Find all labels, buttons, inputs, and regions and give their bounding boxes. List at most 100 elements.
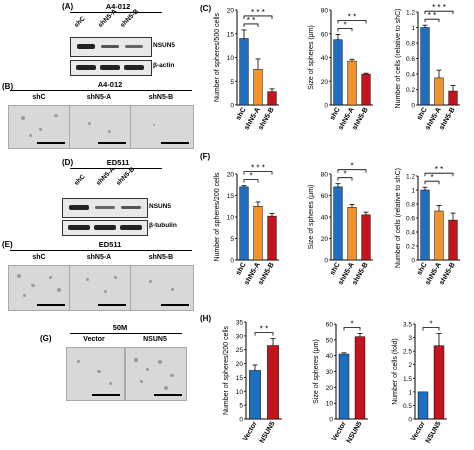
panel-a-cell-line: A4-012 bbox=[105, 2, 131, 11]
panel-d-underline bbox=[70, 168, 162, 169]
y-tick-label: 20 bbox=[227, 172, 235, 179]
panel-c-label: (C) bbox=[200, 4, 212, 13]
panel-e-cond-3: shN5-B bbox=[148, 254, 174, 261]
y-tick-label: 35 bbox=[236, 320, 244, 327]
y-tick-label: 0.2 bbox=[406, 87, 415, 94]
panel-d-blot-nsun5 bbox=[62, 198, 148, 218]
y-tick-label: 1.5 bbox=[403, 376, 412, 383]
y-axis-label: Size of spheres (μm) bbox=[308, 25, 315, 90]
significance-label: * * bbox=[247, 16, 255, 25]
bar bbox=[420, 189, 430, 261]
significance-bracket bbox=[337, 19, 367, 24]
significance-bracket bbox=[424, 18, 440, 23]
y-tick-label: 2.5 bbox=[403, 349, 412, 356]
y-tick-label: 0 bbox=[411, 103, 415, 110]
panel-d-lane-1: shC bbox=[73, 173, 87, 187]
y-axis-label: Number of cells (fold) bbox=[392, 338, 399, 405]
panel-a-label: (A) bbox=[62, 2, 74, 11]
y-tick-label: 5 bbox=[230, 236, 234, 243]
y-tick-label: 0 bbox=[324, 103, 328, 110]
y-tick-label: 80 bbox=[321, 8, 329, 15]
y-tick-label: 80 bbox=[321, 172, 329, 179]
significance-label: * bbox=[343, 170, 346, 179]
panel-a-band-actin: β-actin bbox=[153, 62, 175, 69]
y-tick-label: 3 bbox=[408, 335, 412, 342]
y-tick-label: 50 bbox=[326, 337, 334, 344]
panel-e-underline bbox=[10, 250, 192, 251]
y-tick-label: 20 bbox=[321, 236, 329, 243]
panel-a-blot-actin bbox=[70, 60, 152, 76]
panel-d-band-tubulin: β-tubulin bbox=[149, 222, 177, 229]
panel-e-image-2 bbox=[69, 265, 131, 311]
panel-a-lane-1: shC bbox=[73, 15, 87, 29]
y-tick-label: 15 bbox=[227, 31, 235, 38]
x-tick-label: Vector bbox=[331, 420, 348, 442]
chart-h-size: 0 10 20 30 40 50 60 Size of spheres (μm) VectorN… bbox=[313, 320, 368, 445]
x-tick-label: NSUN5 bbox=[259, 420, 277, 444]
y-tick-label: 0 bbox=[329, 417, 333, 424]
y-tick-label: 0 bbox=[324, 258, 328, 265]
y-tick-label: 1 bbox=[411, 188, 415, 195]
x-tick-label: Vector bbox=[410, 420, 427, 442]
bar bbox=[333, 186, 343, 261]
panel-h-label: (H) bbox=[200, 314, 212, 323]
x-tick-label: shC bbox=[235, 262, 248, 277]
bar bbox=[361, 214, 371, 261]
significance-label: * bbox=[429, 320, 432, 329]
significance-label: * * * bbox=[432, 3, 446, 12]
panel-b-label: (B) bbox=[2, 82, 14, 91]
significance-bracket bbox=[254, 332, 274, 336]
y-tick-label: 2 bbox=[408, 362, 412, 369]
bar bbox=[338, 353, 350, 420]
bar bbox=[239, 38, 249, 106]
significance-label: * * * bbox=[251, 164, 265, 173]
y-axis-label: Number of spheres/500 cells bbox=[214, 12, 221, 102]
y-tick-label: 0.2 bbox=[406, 244, 415, 251]
y-tick-label: 0 bbox=[239, 417, 243, 424]
significance-bracket bbox=[243, 15, 273, 19]
panel-e-cond-2: shN5-A bbox=[86, 254, 112, 261]
y-tick-label: 30 bbox=[326, 369, 334, 376]
bar bbox=[361, 73, 371, 106]
y-tick-label: 15 bbox=[236, 375, 244, 382]
significance-bracket bbox=[337, 27, 353, 32]
y-tick-label: 0.6 bbox=[406, 216, 415, 223]
y-tick-label: 0.6 bbox=[406, 56, 415, 63]
significance-label: * bbox=[350, 162, 353, 171]
panel-d-lane-2: shN5-A bbox=[95, 165, 117, 187]
x-tick-label: NSUN5 bbox=[346, 420, 364, 444]
y-tick-label: 60 bbox=[321, 31, 329, 38]
chart-h-cells: 0 0.5 1 1.5 2 2.5 3 3.5 Number of cells (fold) Ve… bbox=[392, 320, 447, 445]
panel-b-image-2 bbox=[69, 105, 131, 149]
panel-e-image-1 bbox=[8, 265, 70, 311]
significance-label: * * bbox=[428, 11, 436, 20]
y-tick-label: 40 bbox=[321, 215, 329, 222]
y-tick-label: 0.5 bbox=[403, 403, 412, 410]
bar bbox=[433, 345, 445, 420]
panel-e-label: (E) bbox=[2, 240, 13, 249]
y-axis-label: Number of spheres/200 cells bbox=[223, 325, 230, 415]
y-tick-label: 0 bbox=[230, 258, 234, 265]
y-axis-label: Number of spheres/200 cells bbox=[214, 172, 221, 262]
y-tick-label: 60 bbox=[326, 322, 334, 329]
panel-g-cell-line: 50M bbox=[112, 323, 128, 332]
panel-a-underline bbox=[70, 12, 162, 13]
y-tick-label: 10 bbox=[227, 55, 235, 62]
significance-bracket bbox=[424, 172, 454, 177]
bar bbox=[267, 345, 279, 420]
y-tick-label: 1.2 bbox=[406, 174, 415, 181]
panel-b-image-3 bbox=[130, 105, 194, 149]
significance-label: * bbox=[350, 320, 353, 329]
bar bbox=[347, 207, 357, 261]
significance-bracket bbox=[422, 327, 440, 331]
plot-area: 0 0.5 1 1.5 2 2.5 3 3.5 Number of cells (fold) Ve… bbox=[392, 320, 447, 445]
bar bbox=[448, 90, 458, 106]
panel-d-blot-tubulin bbox=[62, 220, 148, 236]
significance-label: * * bbox=[260, 325, 268, 334]
